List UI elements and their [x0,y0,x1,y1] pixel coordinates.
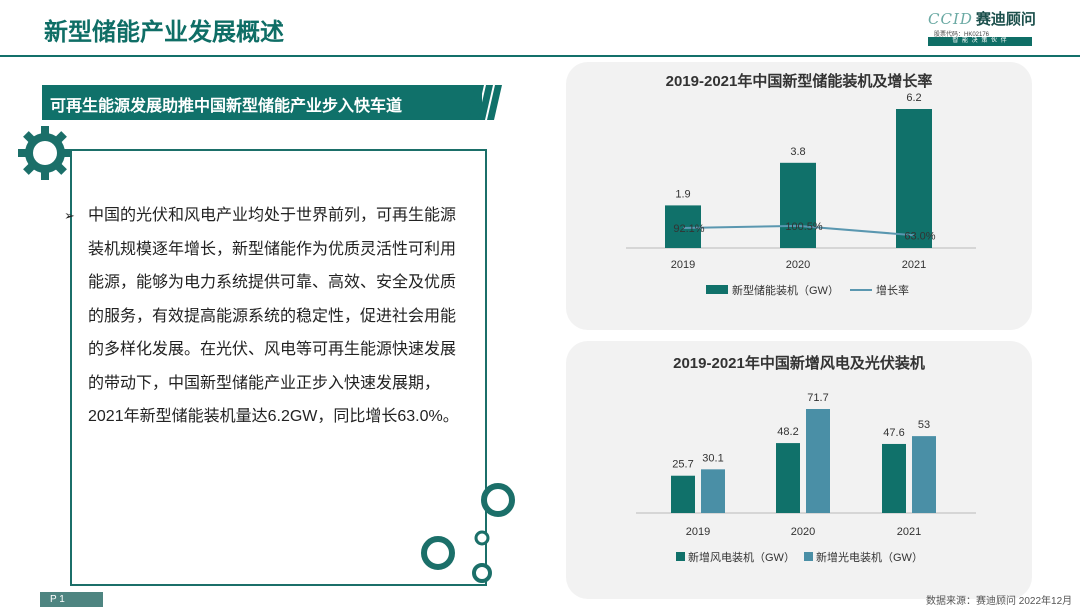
bar-solar-2021 [912,436,936,513]
bar-storage-2019 [665,205,701,248]
bar-wind-2019 [671,475,695,513]
data-label-growth-2020: 100.5% [785,221,823,233]
legend-swatch-storage [706,285,728,294]
x-tick-label: 2020 [791,526,815,538]
legend-label-growth: 增长率 [876,283,909,297]
body-paragraph-block: ➢ 中国的光伏和风电产业均处于世界前列，可再生能源装机规模逐年增长，新型储能作为… [64,199,468,434]
bar-wind-2021 [882,443,906,513]
legend-label-wind: 新增风电装机（GW） [688,550,795,564]
legend-swatch-wind [676,552,685,561]
bar-wind-2020 [776,443,800,513]
gear-icon [18,126,72,180]
bar-storage-2020 [780,162,816,248]
rings-decoration [421,483,515,583]
data-label-solar-2020: 71.7 [807,392,828,404]
data-label-wind-2019: 25.7 [672,459,693,471]
section-heading: 可再生能源发展助推中国新型储能产业步入快车道 [50,98,403,115]
bar-solar-2020 [806,409,830,513]
data-label-growth-2019: 92.1% [673,223,704,235]
data-label-solar-2021: 53 [918,419,930,431]
x-tick-label: 2021 [897,526,921,538]
banner-stripes-decoration [465,85,502,120]
logo-brand-cn: 赛迪顾问 [975,11,1036,28]
chart-wind-solar-capacity: 2019-2021年中国新增风电及光伏装机 25.7 30.1 2019 48.2 71.… [636,354,976,564]
chart-title: 2019-2021年中国新增风电及光伏装机 [673,354,925,372]
data-source: 数据来源：赛迪顾问 2022年12月 [926,596,1073,607]
data-label-storage-2020: 3.8 [790,146,805,158]
legend-label-solar: 新增光电装机（GW） [816,550,923,564]
bar-storage-2021 [896,109,932,248]
page-title: 新型储能产业发展概述 [44,19,284,46]
data-label-wind-2020: 48.2 [777,426,798,438]
x-tick-label: 2020 [786,259,810,271]
logo-brand-en: CCID [928,10,973,28]
bullet-arrow-icon: ➢ [64,208,75,223]
body-text-box [70,149,487,586]
section-heading-banner [42,85,482,120]
header-divider [0,55,1080,57]
body-paragraph: 中国的光伏和风电产业均处于世界前列，可再生能源装机规模逐年增长，新型储能作为优质… [88,207,459,425]
x-tick-label: 2019 [686,526,710,538]
page-number: P 1 [40,592,103,607]
ccid-logo: CCID 赛迪顾问 股票代码：HK02176 智 能 决 策 伙 伴 [928,8,1036,48]
chart-panel-wind-solar: 2019-2021年中国新增风电及光伏装机 25.7 30.1 2019 48.2 71.… [566,341,1032,599]
data-label-storage-2019: 1.9 [675,188,690,200]
x-tick-label: 2021 [902,259,926,271]
data-label-growth-2021: 63.0% [904,230,935,242]
bar-solar-2019 [701,469,725,513]
legend-swatch-solar [804,552,813,561]
logo-slogan: 智 能 决 策 伙 伴 [928,37,1032,46]
chart-panel-storage: 2019-2021年中国新型储能装机及增长率 1.9 2019 3.8 2020 6.2 2… [566,62,1032,330]
logo-stock-code: 股票代码：HK02176 [934,32,990,38]
x-tick-label: 2019 [671,259,695,271]
chart-storage-capacity: 2019-2021年中国新型储能装机及增长率 1.9 2019 3.8 2020 6.2 2… [626,72,976,297]
legend-label-storage: 新型储能装机（GW） [732,283,839,297]
data-label-solar-2019: 30.1 [702,452,723,464]
data-label-wind-2021: 47.6 [883,427,904,439]
growth-rate-line [682,224,915,237]
chart-title: 2019-2021年中国新型储能装机及增长率 [666,72,933,90]
data-label-storage-2021: 6.2 [906,92,921,104]
